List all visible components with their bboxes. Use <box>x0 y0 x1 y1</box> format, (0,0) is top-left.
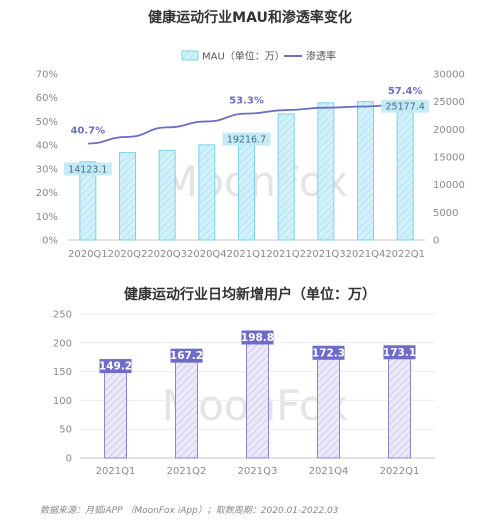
x-tick-label: 2020Q4 <box>187 249 227 260</box>
legend-mau-label: MAU（单位：万） <box>202 50 285 63</box>
mau-bar <box>317 102 335 241</box>
y-left-tick: 20% <box>36 188 58 199</box>
new-users-bar <box>246 342 269 459</box>
y-tick-label: 100 <box>53 396 72 407</box>
new-users-bar <box>317 358 340 459</box>
chart2-title: 健康运动行业日均新增用户（单位：万） <box>124 287 376 303</box>
y-tick-label: 200 <box>53 338 72 349</box>
y-right-tick: 10000 <box>433 180 465 191</box>
rate-data-label: 40.7% <box>70 125 105 136</box>
value-data-label: 167.2 <box>170 350 203 362</box>
x-tick-label: 2020Q1 <box>68 249 108 260</box>
x-tick-label: 2021Q3 <box>306 249 346 260</box>
x-tick-label: 2021Q1 <box>96 466 136 477</box>
value-label-bg <box>99 359 132 374</box>
mau-data-label: 19216.7 <box>227 135 266 146</box>
value-data-label: 198.8 <box>241 332 274 344</box>
y-tick-label: 150 <box>53 367 72 378</box>
mau-bar <box>357 101 374 241</box>
x-tick-label: 2022Q1 <box>385 249 425 260</box>
mau-bar <box>277 113 295 241</box>
mau-data-label: 25177.4 <box>386 102 425 113</box>
y-right-tick: 5000 <box>433 208 458 219</box>
new-users-bar <box>388 357 411 459</box>
x-tick-label: 2021Q3 <box>238 466 278 477</box>
y-left-tick: 40% <box>36 141 58 152</box>
mau-data-label: 14123.1 <box>68 164 107 175</box>
mau-bar <box>119 152 136 241</box>
y-right-tick: 0 <box>433 236 439 247</box>
new-users-bar <box>104 371 127 459</box>
legend-rate-label: 渗透率 <box>306 50 336 63</box>
y-tick-label: 50 <box>59 425 72 436</box>
value-label-bg <box>383 345 416 360</box>
penetration-line <box>87 102 406 145</box>
value-data-label: 172.3 <box>312 347 345 359</box>
new-users-bar <box>175 361 198 459</box>
value-label-bg <box>312 345 345 360</box>
x-tick-label: 2020Q3 <box>147 249 187 260</box>
y-right-tick: 20000 <box>433 125 465 136</box>
chart1-title: 健康运动行业MAU和渗透率变化 <box>148 10 352 26</box>
y-right-tick: 15000 <box>433 153 465 164</box>
x-tick-label: 2021Q4 <box>309 466 349 477</box>
y-left-tick: 10% <box>36 212 58 223</box>
y-right-tick: 30000 <box>433 70 465 81</box>
x-tick-label: 2021Q2 <box>167 466 207 477</box>
x-tick-label: 2021Q1 <box>227 249 267 260</box>
value-data-label: 149.2 <box>99 361 132 373</box>
y-left-tick: 50% <box>36 117 58 128</box>
mau-bar <box>158 149 176 241</box>
y-tick-label: 250 <box>53 310 72 321</box>
value-label-bg <box>170 348 203 363</box>
y-left-tick: 60% <box>36 93 58 104</box>
mau-penetration-chart: MoonFox0%10%20%30%40%50%60%70%0500010000… <box>36 50 465 261</box>
rate-data-label: 53.3% <box>229 96 264 107</box>
y-left-tick: 30% <box>36 164 58 175</box>
y-tick-label: 0 <box>66 454 72 465</box>
x-tick-label: 2020Q2 <box>108 249 148 260</box>
source-footnote: 数据来源：月狐iAPP （MoonFox iApp）；取数周期：2020.01-… <box>40 506 339 516</box>
rate-data-label: 57.4% <box>388 86 423 97</box>
y-right-tick: 25000 <box>433 97 465 108</box>
daily-new-users-chart: MoonFox0501001502002502021Q12021Q22021Q3… <box>53 310 435 477</box>
legend-mau-swatch <box>181 50 199 61</box>
mau-label-bg <box>381 99 430 113</box>
y-left-tick: 70% <box>36 70 58 81</box>
value-data-label: 173.1 <box>383 347 416 359</box>
x-tick-label: 2022Q1 <box>380 466 420 477</box>
mau-bar <box>198 144 216 241</box>
mau-label-bg <box>222 132 271 146</box>
mau-bar <box>79 161 97 241</box>
value-label-bg <box>241 330 274 345</box>
mau-label-bg <box>63 162 112 176</box>
y-left-tick: 0% <box>42 236 58 247</box>
x-tick-label: 2021Q2 <box>266 249 306 260</box>
x-tick-label: 2021Q4 <box>346 249 386 260</box>
